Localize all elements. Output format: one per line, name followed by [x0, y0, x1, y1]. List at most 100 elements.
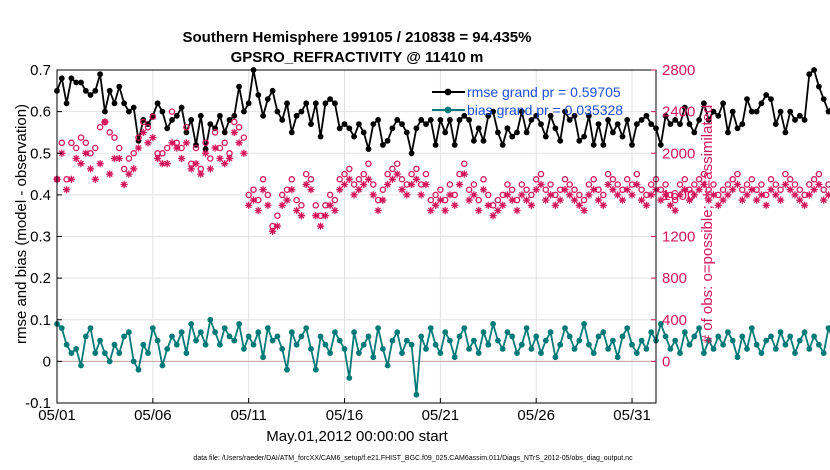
data-point	[356, 121, 362, 127]
data-point	[432, 341, 439, 348]
possible-point	[480, 176, 487, 183]
asterisk-stroke	[322, 212, 329, 219]
assimilated-point	[733, 180, 742, 189]
data-point	[495, 129, 501, 136]
data-point	[121, 333, 127, 340]
data-point	[341, 121, 348, 127]
data-point	[528, 346, 535, 352]
possible-point	[585, 181, 593, 188]
assimilated-point	[177, 154, 186, 163]
asterisk-stroke	[595, 197, 602, 204]
data-point	[705, 337, 712, 344]
possible-point	[312, 202, 320, 209]
possible-point	[355, 176, 363, 183]
assimilated-point	[86, 165, 95, 173]
possible-point	[259, 176, 267, 183]
y-tick-label: 0.6	[30, 104, 51, 121]
data-point	[207, 316, 214, 323]
asterisk-stroke	[662, 191, 669, 198]
assimilated-point	[824, 191, 830, 199]
assimilated-point	[494, 206, 502, 215]
data-point	[581, 133, 587, 140]
assimilated-point	[417, 191, 425, 199]
possible-point	[293, 196, 300, 204]
possible-point	[96, 123, 104, 131]
data-point	[681, 329, 688, 336]
data-point	[403, 337, 410, 344]
assimilated-point	[546, 191, 555, 199]
assimilated-point	[269, 227, 277, 235]
asterisk-stroke	[183, 139, 190, 146]
assimilated-point	[772, 191, 780, 199]
series-line	[56, 69, 830, 155]
data-point	[442, 329, 449, 336]
asterisk-stroke	[121, 181, 128, 188]
data-point	[106, 87, 113, 94]
y-tick-label: -0.1	[25, 395, 51, 412]
asterisk-stroke	[446, 191, 453, 198]
possible-point	[298, 202, 305, 209]
asterisk-stroke	[370, 191, 377, 198]
data-point	[811, 67, 817, 73]
asterisk-stroke	[480, 186, 487, 193]
data-point	[284, 100, 290, 107]
data-point	[782, 129, 789, 136]
assimilated-point	[657, 196, 665, 204]
data-point	[610, 337, 616, 344]
y2-tick-label: 0	[662, 353, 670, 370]
assimilated-point	[441, 206, 449, 215]
asterisk-stroke	[375, 207, 382, 214]
asterisk-stroke	[461, 171, 468, 178]
possible-point	[815, 170, 823, 178]
possible-point	[681, 176, 689, 183]
data-point	[293, 112, 300, 119]
possible-point	[427, 196, 435, 204]
asterisk-stroke	[432, 202, 439, 209]
asterisk-stroke	[667, 202, 674, 209]
data-point	[413, 125, 420, 132]
asterisk-stroke	[581, 207, 588, 214]
assimilated-point	[283, 196, 291, 204]
assimilated-point	[254, 206, 262, 215]
data-point	[102, 350, 108, 356]
data-point	[614, 121, 621, 127]
assimilated-point	[518, 191, 526, 199]
asterisk-stroke	[820, 197, 827, 204]
data-point	[552, 354, 559, 361]
assimilated-point	[326, 201, 334, 209]
assimilated-point	[307, 186, 315, 194]
assimilated-point	[570, 196, 579, 204]
asterisk-stroke	[657, 197, 664, 204]
asterisk-stroke	[494, 207, 501, 214]
asterisk-stroke	[696, 186, 703, 193]
data-point	[92, 350, 99, 356]
assimilated-point	[379, 196, 387, 204]
data-point	[97, 337, 103, 344]
data-point	[255, 92, 262, 98]
data-point	[480, 329, 487, 336]
data-point	[365, 333, 372, 340]
data-point	[523, 129, 530, 136]
data-point	[586, 341, 592, 348]
data-point	[231, 337, 238, 344]
asterisk-stroke	[197, 171, 204, 178]
possible-point	[791, 181, 799, 188]
legend-bias-marker	[444, 106, 452, 114]
data-point	[557, 137, 564, 144]
data-point	[523, 325, 530, 331]
data-point	[394, 117, 401, 123]
data-point	[169, 117, 175, 123]
data-point	[715, 112, 722, 119]
assimilated-point	[384, 180, 392, 189]
asterisk-stroke	[748, 186, 755, 193]
assimilated-point	[427, 206, 435, 215]
possible-point	[580, 196, 588, 204]
data-point	[236, 321, 243, 327]
asterisk-stroke	[116, 155, 123, 162]
possible-point	[796, 186, 804, 193]
data-point	[183, 129, 190, 136]
assimilated-point	[551, 201, 559, 209]
assimilated-point	[479, 186, 488, 194]
data-point	[691, 129, 698, 136]
data-point	[705, 117, 712, 123]
